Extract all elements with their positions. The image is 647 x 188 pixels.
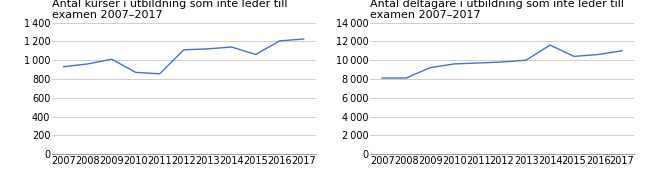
Text: Antal kurser i utbildning som inte leder till
examen 2007–2017: Antal kurser i utbildning som inte leder… [52, 0, 287, 20]
Text: Antal deltagare i utbildning som inte leder till
examen 2007–2017: Antal deltagare i utbildning som inte le… [370, 0, 624, 20]
